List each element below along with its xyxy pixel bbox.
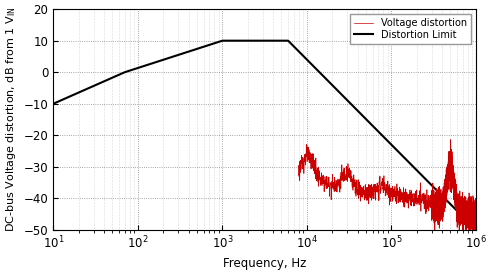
Voltage distortion bbox=[296, 174, 301, 177]
Distortion Limit bbox=[122, 71, 128, 74]
Voltage distortion bbox=[432, 228, 438, 232]
Voltage distortion bbox=[473, 226, 479, 229]
Line: Voltage distortion: Voltage distortion bbox=[299, 140, 476, 230]
Y-axis label: DC-bus Voltage distortion, dB from 1 V$_{\mathregular{IN}}$: DC-bus Voltage distortion, dB from 1 V$_… bbox=[4, 7, 18, 232]
Distortion Limit bbox=[219, 39, 225, 42]
Distortion Limit bbox=[51, 102, 56, 105]
Distortion Limit bbox=[473, 228, 479, 232]
Voltage distortion bbox=[449, 154, 455, 157]
Voltage distortion bbox=[462, 220, 468, 223]
Voltage distortion bbox=[448, 138, 454, 141]
X-axis label: Frequency, Hz: Frequency, Hz bbox=[223, 257, 306, 270]
Voltage distortion bbox=[434, 210, 440, 213]
Voltage distortion bbox=[439, 193, 445, 196]
Legend: Voltage distortion, Distortion Limit: Voltage distortion, Distortion Limit bbox=[350, 14, 471, 44]
Distortion Limit bbox=[285, 39, 291, 42]
Line: Distortion Limit: Distortion Limit bbox=[54, 41, 476, 230]
Voltage distortion bbox=[473, 220, 479, 224]
Voltage distortion bbox=[460, 205, 466, 208]
